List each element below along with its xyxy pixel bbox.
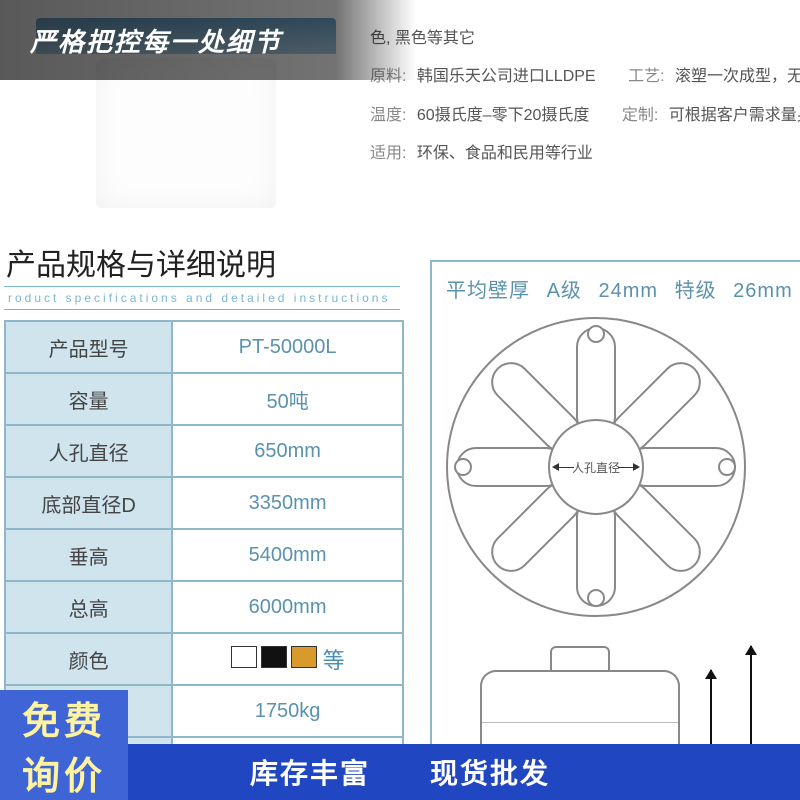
spec-key: 产品型号 <box>5 321 172 373</box>
color-swatch <box>261 646 287 668</box>
table-row: 总高6000mm <box>5 581 403 633</box>
attr-label: 定制: <box>622 107 658 124</box>
spec-key: 垂高 <box>5 529 172 581</box>
spec-value: 1750kg <box>172 685 403 737</box>
attr-row-temp: 温度: 60摄氏度–零下20摄氏度 定制: 可根据客户需求量身定 <box>370 97 790 135</box>
wall-label: 平均壁厚 <box>446 280 530 302</box>
spec-value: 3350mm <box>172 477 403 529</box>
arrow-up-icon <box>705 669 717 679</box>
color-swatch <box>291 646 317 668</box>
free-quote-line1: 免费 <box>22 690 106 745</box>
gradeA-label: A级 <box>547 280 582 302</box>
arrow-left-icon <box>552 463 559 471</box>
spec-value: 650mm <box>172 425 403 477</box>
gradeS-label: 特级 <box>675 280 717 302</box>
spec-value: PT-50000L <box>172 321 403 373</box>
spec-key: 总高 <box>5 581 172 633</box>
attr-value: 60摄氏度–零下20摄氏度 <box>417 107 590 124</box>
attr-row-apply: 适用: 环保、食品和民用等行业 <box>370 135 790 173</box>
top-banner: 严格把控每一处细节 <box>0 0 800 80</box>
table-row: 容量50吨 <box>5 373 403 425</box>
table-row: 垂高5400mm <box>5 529 403 581</box>
banner-slogan: 严格把控每一处细节 <box>30 22 282 59</box>
spec-key: 人孔直径 <box>5 425 172 477</box>
wall-thickness-legend: 平均壁厚 A级 24mm 特级 26mm <box>446 274 794 303</box>
spec-value: 50吨 <box>172 373 403 425</box>
section-title-en: roduct specifications and detailed instr… <box>4 286 400 310</box>
free-quote-badge[interactable]: 免费 询价 <box>0 690 128 800</box>
bolt-icon <box>587 325 605 343</box>
tank-top-view: 人孔直径 <box>446 317 746 617</box>
bolt-icon <box>718 458 736 476</box>
arrow-right-icon <box>633 463 640 471</box>
bolt-icon <box>587 589 605 607</box>
section-title: 产品规格与详细说明 roduct specifications and deta… <box>0 240 400 310</box>
arrow-up-icon <box>745 645 757 655</box>
attr-value: 环保、食品和民用等行业 <box>417 145 593 162</box>
attr-label: 适用: <box>370 145 406 162</box>
spec-value: 6000mm <box>172 581 403 633</box>
color-swatch <box>231 646 257 668</box>
spec-value: 5400mm <box>172 529 403 581</box>
free-quote-line2: 询价 <box>22 745 106 800</box>
spec-key: 颜色 <box>5 633 172 685</box>
bottom-text-2: 现货批发 <box>430 752 550 792</box>
table-row: 产品型号PT-50000L <box>5 321 403 373</box>
spec-key: 底部直径D <box>5 477 172 529</box>
gradeS-value: 26mm <box>733 280 793 302</box>
manhole-label: 人孔直径 <box>572 459 620 476</box>
tank-lid <box>550 646 610 672</box>
gradeA-value: 24mm <box>598 280 658 302</box>
spec-value-colors: 等 <box>172 633 403 685</box>
bolt-icon <box>454 458 472 476</box>
table-row: 底部直径D3350mm <box>5 477 403 529</box>
bottom-text-1: 库存丰富 <box>250 752 370 792</box>
etc-label: 等 <box>323 648 345 673</box>
section-title-cn: 产品规格与详细说明 <box>4 240 400 284</box>
spec-key: 容量 <box>5 373 172 425</box>
attr-label: 温度: <box>370 107 406 124</box>
table-row: 人孔直径650mm <box>5 425 403 477</box>
attr-value: 可根据客户需求量身定 <box>669 107 800 124</box>
table-row: 颜色 等 <box>5 633 403 685</box>
manhole-circle: 人孔直径 <box>548 419 644 515</box>
